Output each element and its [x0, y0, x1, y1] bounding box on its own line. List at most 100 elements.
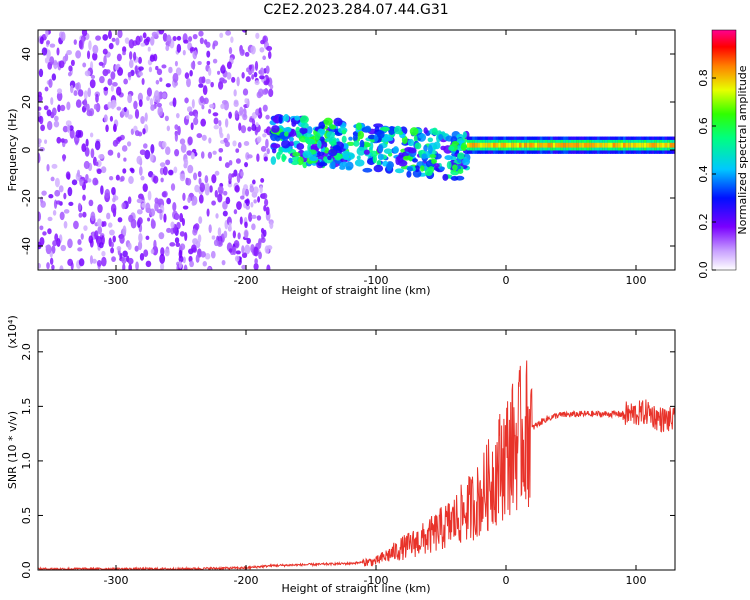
- spectrogram-cell: [222, 210, 228, 217]
- spectrogram-cell: [163, 213, 167, 223]
- spectrogram-cell: [218, 120, 222, 127]
- spectrogram-cell: [306, 126, 313, 135]
- spectrogram-cell: [112, 99, 117, 108]
- spectrogram-cell: [67, 258, 74, 267]
- spectrogram-cell: [86, 50, 91, 60]
- spectrogram-cell: [154, 201, 159, 212]
- spectrogram-cell: [427, 145, 433, 154]
- spectrogram-cell: [662, 142, 666, 148]
- spectrogram-cell: [242, 88, 249, 96]
- spectrogram-cell: [296, 142, 305, 151]
- spectrogram-cell: [565, 142, 569, 148]
- spectrogram-cell: [250, 201, 254, 208]
- chart-title: C2E2.2023.284.07.44.G31: [263, 2, 448, 18]
- spectrogram-cell: [485, 142, 489, 148]
- spectrogram-cell: [205, 41, 211, 48]
- spectrogram-cell: [242, 187, 246, 198]
- spectrogram-cell: [255, 32, 260, 39]
- spectrogram-cell: [78, 212, 83, 218]
- colorbar-tick-label: 0.0: [697, 261, 710, 279]
- snr-x-tick-label: -300: [104, 574, 129, 587]
- spectrogram-cell: [208, 224, 212, 234]
- spectrogram-cell: [591, 142, 595, 148]
- spectrogram-cell: [159, 162, 166, 168]
- spectrogram-cell: [51, 107, 57, 116]
- spectrogram-cell: [127, 71, 132, 78]
- spectrogram-cell: [524, 142, 528, 148]
- spectrogram-cell: [213, 124, 220, 130]
- spectrogram-cell: [112, 197, 116, 203]
- spectrogram-cell: [203, 183, 209, 191]
- spectrogram-cell: [573, 142, 577, 148]
- spectrogram-cell: [98, 242, 104, 249]
- spectrogram-cell: [38, 262, 41, 269]
- spectrogram-cell: [599, 142, 603, 148]
- spectrogram-cell: [253, 246, 259, 257]
- spectrogram-cell: [342, 153, 350, 161]
- spectrogram-cell: [269, 221, 274, 230]
- spectrogram-cell: [168, 169, 174, 176]
- spectrogram-cell: [182, 192, 186, 201]
- colorbar-tick-label: 0.6: [697, 117, 710, 135]
- spectrogram-cell: [237, 232, 241, 240]
- spectrogram-cell: [472, 142, 476, 148]
- spectrogram-cell: [212, 112, 219, 117]
- spectrogram-cell: [264, 245, 270, 254]
- spectrogram-cell: [54, 115, 59, 122]
- spectrogram-cell: [92, 177, 99, 186]
- spectrogram-cell: [251, 74, 255, 80]
- spectrogram-cell: [122, 263, 126, 270]
- spectrogram-cell: [373, 164, 384, 173]
- spectrogram-cell: [444, 155, 453, 161]
- spectrogram-cell: [46, 120, 53, 131]
- spectrogram-cell: [160, 177, 164, 183]
- spectrogram-cell: [190, 122, 194, 131]
- spectrogram-cell: [636, 142, 640, 148]
- spectrogram-cell: [67, 71, 72, 77]
- spectrogram-cell: [581, 142, 585, 148]
- spectrogram-cell: [394, 168, 405, 174]
- spectrogram-cell: [165, 159, 171, 166]
- spectrogram-cell: [260, 39, 265, 45]
- spectrogram-cell: [333, 117, 343, 127]
- spectrogram-cell: [419, 165, 425, 172]
- spectrogram-cell: [134, 130, 140, 137]
- spectrogram-cell: [77, 202, 82, 211]
- spectrogram-cell: [174, 132, 178, 142]
- spectrogram-cell: [83, 225, 88, 232]
- spectrogram-cell: [545, 142, 549, 148]
- spectrogram-cell: [83, 98, 88, 108]
- spectrogram-cell: [224, 162, 230, 169]
- spectrogram-cell: [239, 216, 243, 225]
- spectrogram-cell: [73, 220, 79, 230]
- spectrogram-cell: [646, 142, 650, 148]
- spectrogram-cell: [243, 140, 250, 146]
- spectrogram-cell: [199, 95, 205, 104]
- spectrogram-cell: [114, 64, 119, 71]
- spectrogram-cell: [198, 83, 204, 88]
- spectrogram-cell: [200, 251, 206, 258]
- spectrogram-cell: [194, 113, 198, 119]
- spectrogram-cell: [48, 78, 53, 89]
- spectrogram-cell: [255, 122, 259, 128]
- spectrogram-cell: [189, 47, 196, 52]
- spectrogram-cell: [137, 209, 142, 215]
- spectrogram-cell: [571, 142, 575, 148]
- spectrogram-cell: [316, 140, 322, 149]
- spectrogram-cell: [123, 157, 127, 162]
- spectrogram-cell: [266, 45, 273, 52]
- spectrogram-cell: [143, 143, 148, 149]
- spectrogram-cell: [78, 39, 83, 49]
- spectrogram-cell: [638, 142, 642, 148]
- spectrogram-cell: [228, 47, 233, 55]
- spectrogram-cell: [234, 255, 240, 262]
- spectrogram-cell: [89, 132, 94, 138]
- spectrogram-cell: [398, 152, 404, 158]
- spectrogram-cell: [144, 112, 148, 122]
- spectrogram-cell: [256, 136, 262, 143]
- spectrogram-cell: [659, 142, 663, 148]
- spectrogram-cell: [69, 128, 75, 139]
- spectrogram-cell: [66, 50, 72, 56]
- spectrogram-cell: [215, 213, 219, 219]
